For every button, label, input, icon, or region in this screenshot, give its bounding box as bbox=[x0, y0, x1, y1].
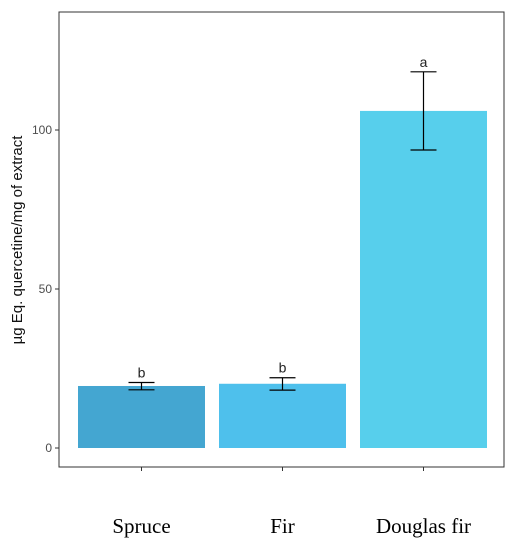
x-tick-label: Fir bbox=[270, 514, 295, 538]
bar bbox=[360, 110, 487, 449]
x-tick-label: Spruce bbox=[112, 514, 170, 538]
bar bbox=[219, 383, 346, 448]
significance-label: b bbox=[279, 360, 287, 376]
y-tick-label: 50 bbox=[39, 282, 53, 296]
significance-label: b bbox=[138, 364, 146, 380]
y-axis-title: µg Eq. quercetine/mg of extract bbox=[9, 135, 26, 345]
significance-label: a bbox=[420, 54, 428, 70]
significance-labels-group: b b a bbox=[138, 54, 428, 381]
x-axis: Spruce Fir Douglas fir bbox=[112, 467, 471, 538]
x-tick-label: Douglas fir bbox=[376, 514, 471, 538]
y-tick-label: 100 bbox=[32, 123, 52, 137]
y-axis: 0 50 100 bbox=[32, 123, 59, 455]
bar bbox=[78, 385, 205, 448]
y-tick-label: 0 bbox=[45, 441, 52, 455]
error-bars-group bbox=[128, 71, 437, 391]
bars-group bbox=[78, 110, 487, 449]
